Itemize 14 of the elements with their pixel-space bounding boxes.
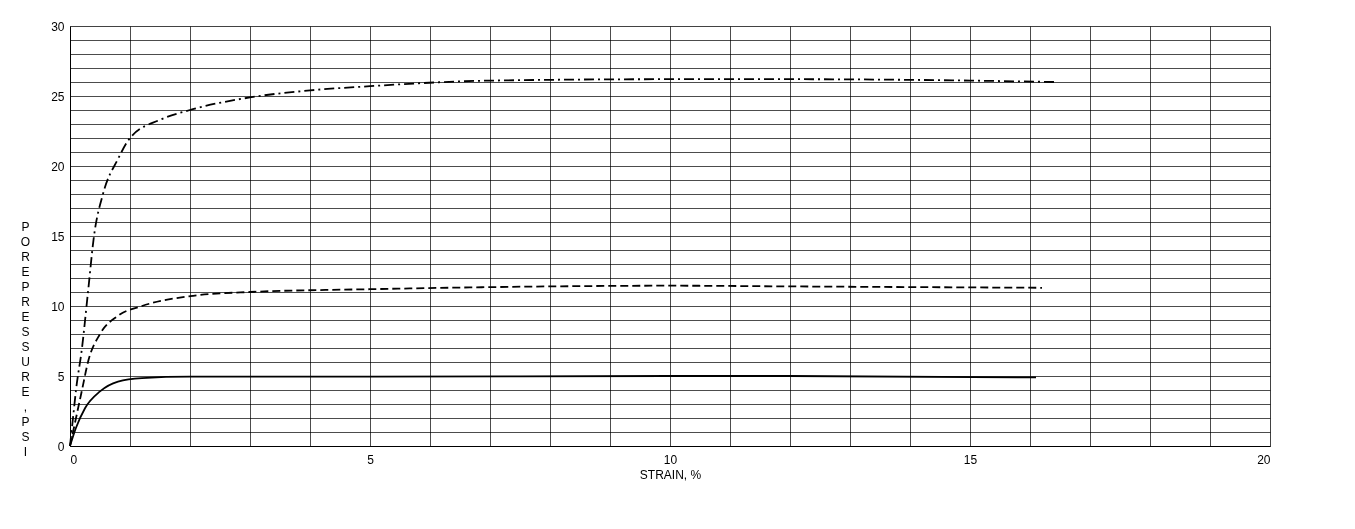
x-tick-label: 0 [70, 452, 78, 467]
x-axis-title: STRAIN, % [639, 467, 702, 482]
y-tick-label: 15 [51, 229, 65, 244]
x-tick-label: 5 [367, 452, 375, 467]
y-tick-label: 20 [51, 159, 65, 174]
x-tick-label: 20 [1257, 452, 1271, 467]
x-tick-label: 10 [663, 452, 678, 467]
y-tick-label: 10 [51, 299, 65, 314]
x-tick-label: 15 [963, 452, 978, 467]
y-tick-label: 30 [51, 19, 65, 34]
y-tick-label: 5 [57, 369, 65, 384]
y-tick-label: 25 [51, 89, 65, 104]
text: PORE PRESSURE, PSI [20, 219, 31, 459]
y-tick-label: 0 [57, 439, 65, 454]
